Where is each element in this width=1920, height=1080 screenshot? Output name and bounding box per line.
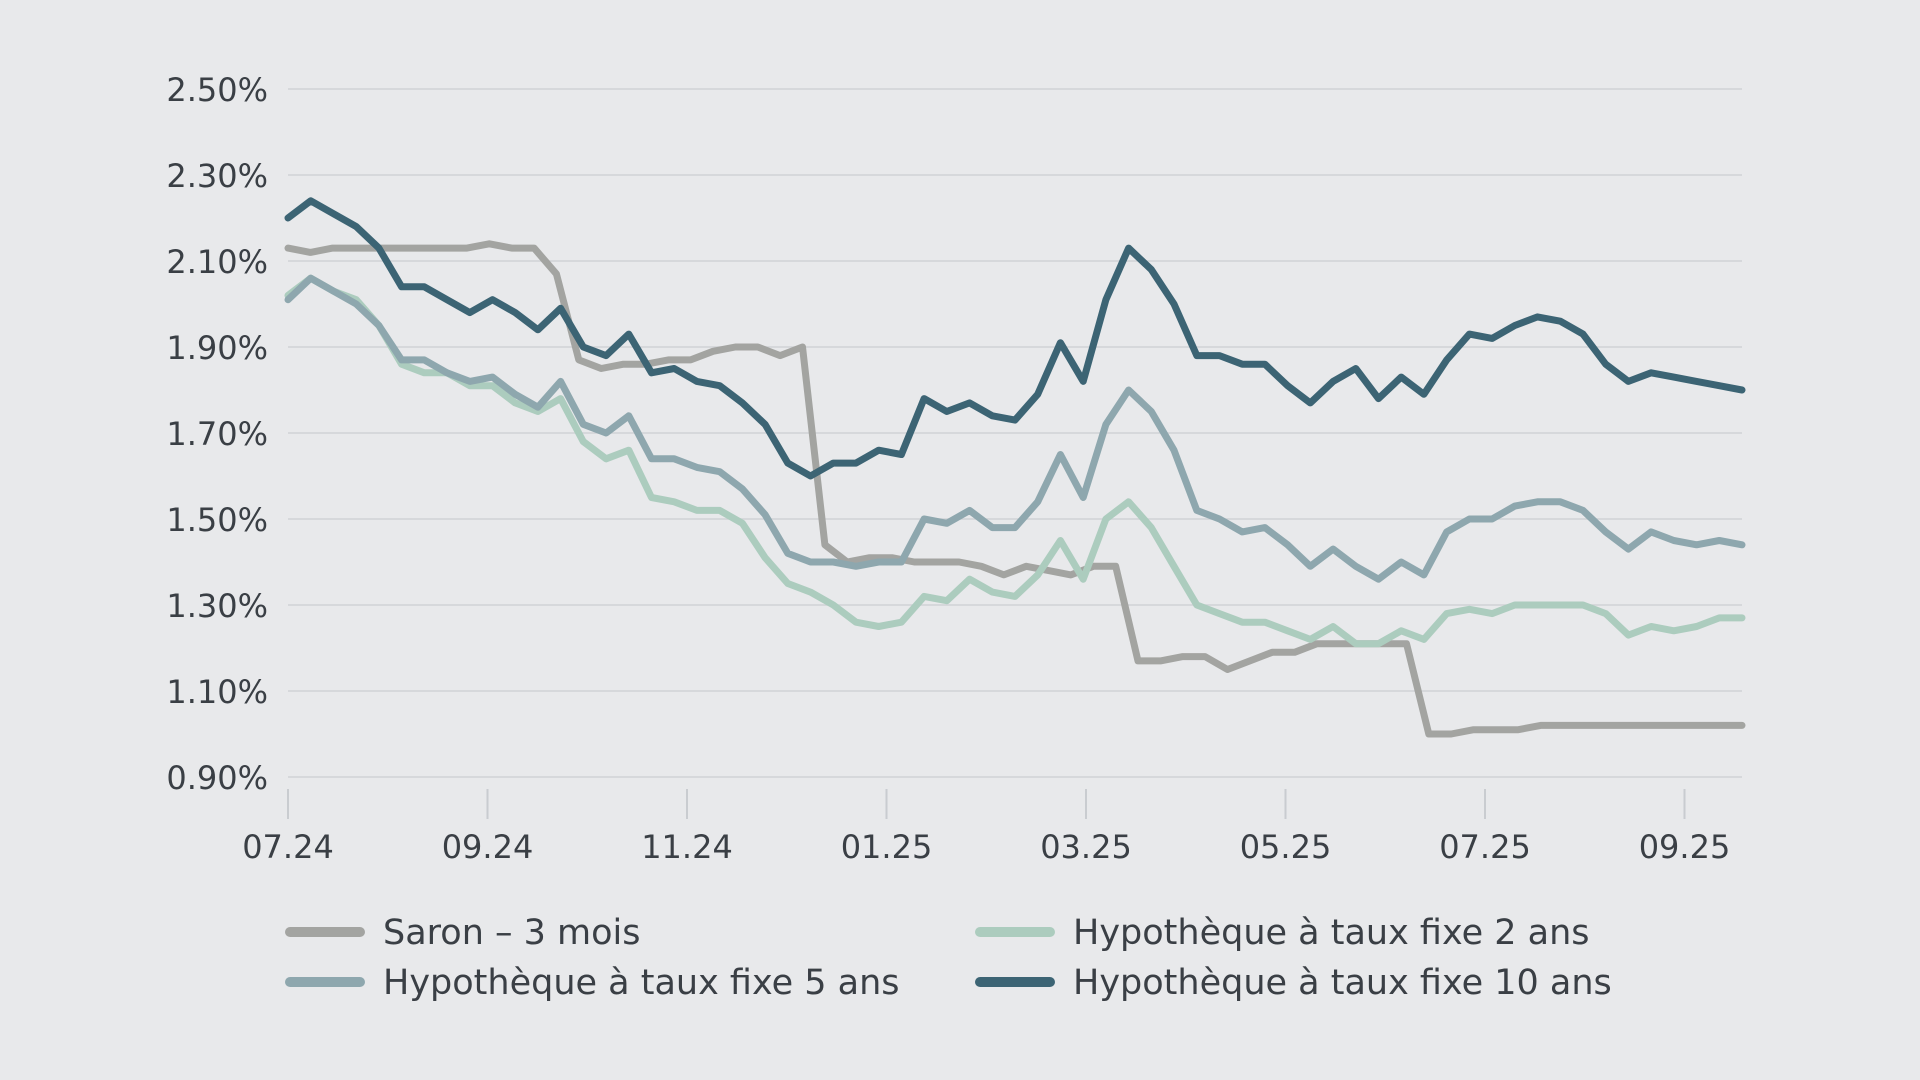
- y-tick-label: 2.30%: [166, 157, 268, 195]
- series-line-1: [284, 240, 1746, 738]
- series-line-2: [284, 274, 1746, 648]
- x-tick-label: 09.25: [1639, 828, 1731, 866]
- x-tick-label: 11.24: [641, 828, 733, 866]
- legend-label: Hypothèque à taux fixe 5 ans: [383, 963, 900, 1003]
- y-axis-ticks: 2.50% 2.30% 2.10% 1.90% 1.70% 1.50% 1.30% 1.10%…: [166, 71, 268, 797]
- legend-label: Hypothèque à taux fixe 10 ans: [1073, 963, 1612, 1003]
- legend-item: Hypothèque à taux fixe 10 ans: [975, 963, 1612, 1003]
- y-tick-label: 0.90%: [166, 759, 268, 797]
- y-tick-label: 1.70%: [166, 415, 268, 453]
- legend-item: Hypothèque à taux fixe 5 ans: [285, 963, 900, 1003]
- legend-label: Hypothèque à taux fixe 2 ans: [1073, 913, 1590, 953]
- series-line-3: [284, 274, 1746, 583]
- legend-label: Saron – 3 mois: [383, 913, 641, 953]
- x-tick-label: 05.25: [1240, 828, 1332, 866]
- series-lines: [284, 197, 1746, 738]
- x-axis: 07.24 09.24 11.24 01.25 03.25 05.25 07.25 09.25: [242, 789, 1730, 866]
- grid-lines: [288, 88, 1742, 778]
- x-tick-label: 07.24: [242, 828, 334, 866]
- y-tick-label: 1.50%: [166, 501, 268, 539]
- legend-item: Hypothèque à taux fixe 2 ans: [975, 913, 1590, 953]
- series-line-4: [284, 197, 1746, 480]
- x-tick-label: 07.25: [1439, 828, 1531, 866]
- y-tick-label: 1.10%: [166, 673, 268, 711]
- x-tick-label: 03.25: [1040, 828, 1132, 866]
- y-tick-label: 1.90%: [166, 329, 268, 367]
- y-tick-label: 2.50%: [166, 71, 268, 109]
- legend-item: Saron – 3 mois: [285, 913, 641, 953]
- x-tick-label: 09.24: [442, 828, 534, 866]
- legend: Saron – 3 mois Hypothèque à taux fixe 2 a…: [285, 913, 1612, 1003]
- y-tick-label: 1.30%: [166, 587, 268, 625]
- x-tick-label: 01.25: [841, 828, 933, 866]
- y-tick-label: 2.10%: [166, 243, 268, 281]
